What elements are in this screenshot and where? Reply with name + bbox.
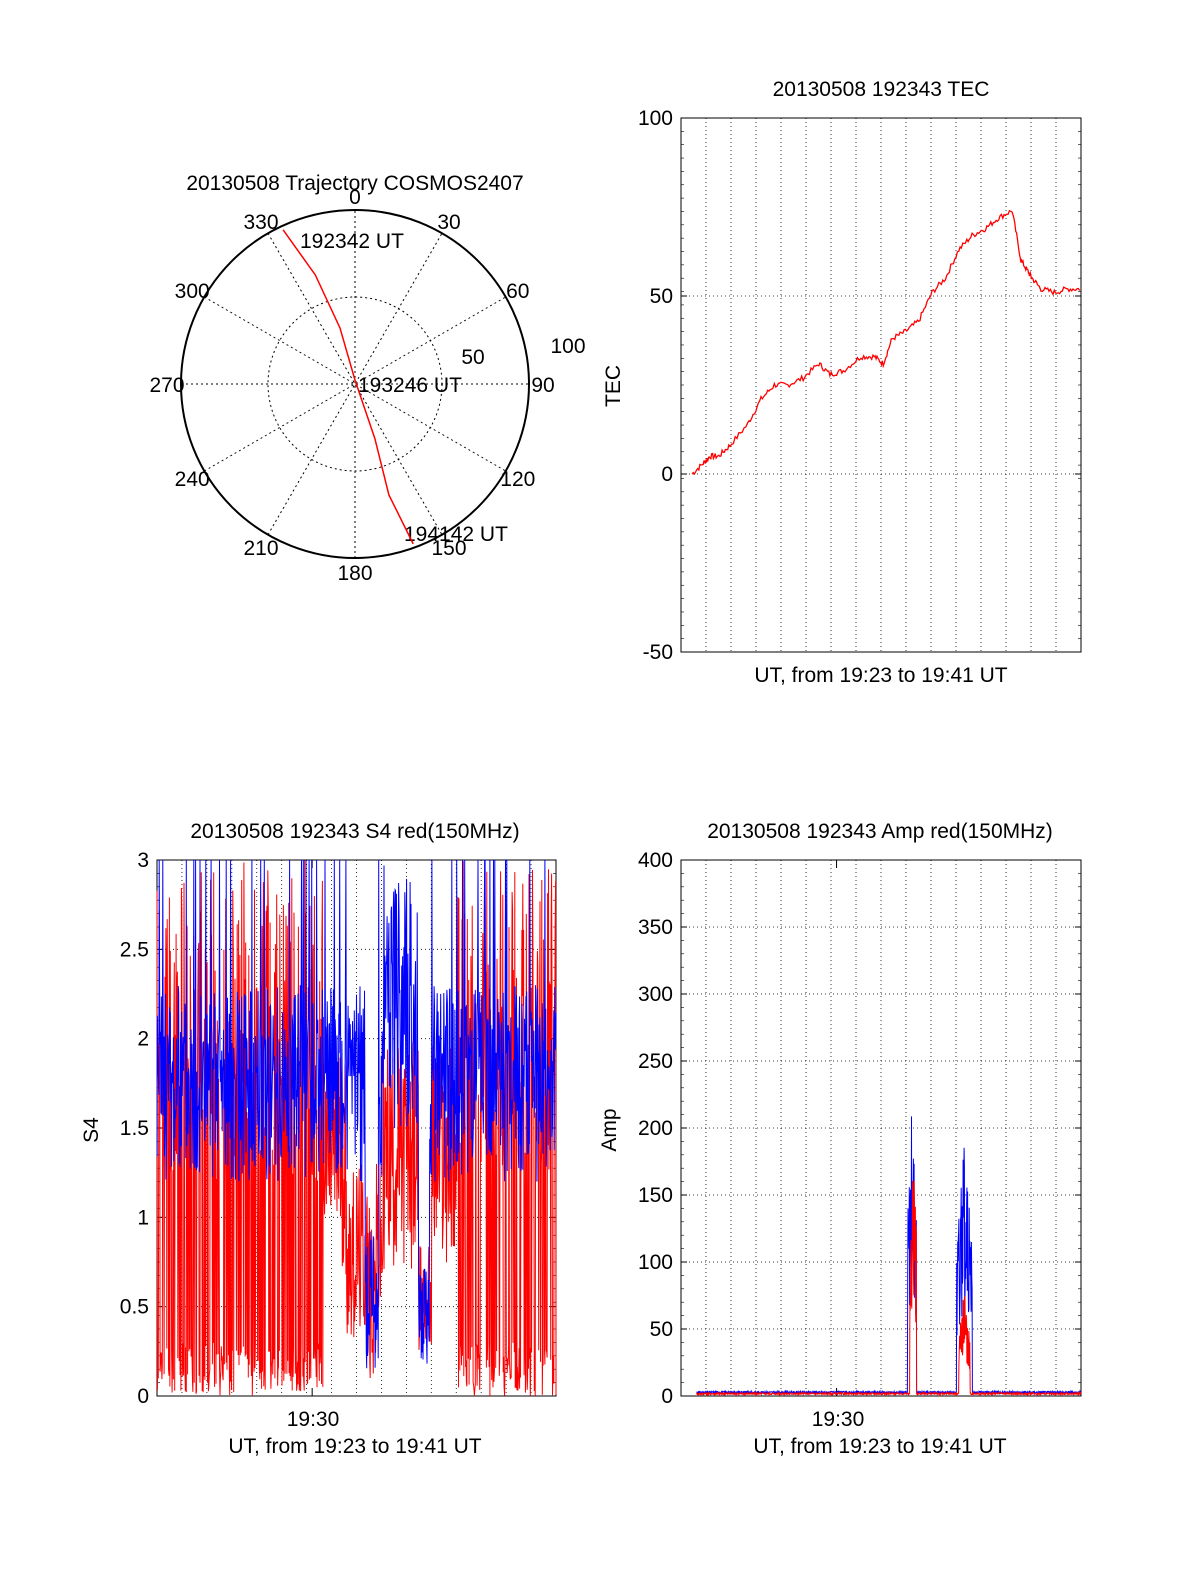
polar-spoke: [204, 296, 506, 472]
trajectory-title: 20130508 Trajectory COSMOS2407: [186, 172, 523, 195]
time-label-end: 194142 UT: [404, 523, 508, 546]
tec-ylabel: TEC: [602, 365, 625, 407]
amp-ytick-label: 200: [638, 1117, 673, 1140]
s4-xtick-label: 19:30: [287, 1408, 340, 1431]
azimuth-label: 90: [531, 374, 554, 397]
azimuth-label: 300: [175, 280, 210, 303]
amp-series-red: [696, 1180, 1082, 1397]
amp-title: 20130508 192343 Amp red(150MHz): [707, 820, 1053, 843]
amp-ytick-label: 150: [638, 1184, 673, 1207]
amp-panel: 20130508 192343 Amp red(150MHz) UT, from…: [598, 820, 1082, 1458]
azimuth-label: 0: [349, 186, 361, 209]
amp-ytick-label: 50: [650, 1318, 673, 1341]
polar-spoke: [204, 296, 506, 472]
tec-ytick-label: 50: [650, 285, 673, 308]
tec-series-line: [691, 209, 1081, 476]
azimuth-label: 120: [500, 468, 535, 491]
tec-ytick-label: 0: [661, 463, 673, 486]
tec-ytick-label: 100: [638, 107, 673, 130]
amp-xtick-label: 19:30: [812, 1408, 865, 1431]
s4-ytick-label: 1.5: [120, 1117, 149, 1140]
s4-title: 20130508 192343 S4 red(150MHz): [190, 820, 519, 843]
s4-ytick-label: 2: [137, 1028, 149, 1051]
tec-panel: 20130508 192343 TEC UT, from 19:23 to 19…: [602, 78, 1082, 687]
tec-xlabel: UT, from 19:23 to 19:41 UT: [754, 664, 1007, 687]
amp-ylabel: Amp: [598, 1108, 621, 1151]
time-label-mid: 193246 UT: [358, 374, 462, 397]
s4-ytick-label: 2.5: [120, 938, 149, 961]
azimuth-label: 270: [149, 374, 184, 397]
amp-ytick-label: 400: [638, 849, 673, 872]
trajectory-track: [282, 229, 414, 545]
s4-ylabel: S4: [80, 1117, 103, 1143]
s4-ytick-label: 0: [137, 1385, 149, 1408]
s4-xlabel: UT, from 19:23 to 19:41 UT: [228, 1435, 481, 1458]
azimuth-label: 150: [431, 537, 466, 560]
trajectory-panel: 20130508 Trajectory COSMOS2407 0 30 60 90 12…: [149, 172, 585, 585]
amp-ytick-label: 0: [661, 1385, 673, 1408]
s4-ytick-label: 0.5: [120, 1296, 149, 1319]
azimuth-label: 30: [437, 211, 460, 234]
azimuth-label: 60: [506, 280, 529, 303]
amp-ytick-label: 300: [638, 983, 673, 1006]
time-label-start: 192342 UT: [300, 230, 404, 253]
s4-ytick-label: 3: [137, 849, 149, 872]
amp-ytick-label: 350: [638, 916, 673, 939]
s4-panel: 20130508 192343 S4 red(150MHz) UT, from …: [80, 820, 557, 1458]
amp-series-blue: [696, 1116, 1082, 1396]
azimuth-label: 180: [337, 562, 372, 585]
s4-blue-series: [156, 859, 557, 1369]
polar-spoke: [267, 233, 443, 535]
azimuth-label: 330: [243, 211, 278, 234]
azimuth-label: 240: [175, 468, 210, 491]
radial-label: 100: [550, 335, 585, 358]
amp-xlabel: UT, from 19:23 to 19:41 UT: [753, 1435, 1006, 1458]
s4-ytick-label: 1: [137, 1206, 149, 1229]
azimuth-label: 210: [243, 537, 278, 560]
polar-spoke: [267, 233, 443, 535]
tec-title: 20130508 192343 TEC: [773, 78, 990, 101]
amp-ytick-label: 100: [638, 1251, 673, 1274]
radial-label: 50: [461, 346, 484, 369]
tec-ytick-label: -50: [643, 641, 673, 664]
amp-ytick-label: 250: [638, 1050, 673, 1073]
